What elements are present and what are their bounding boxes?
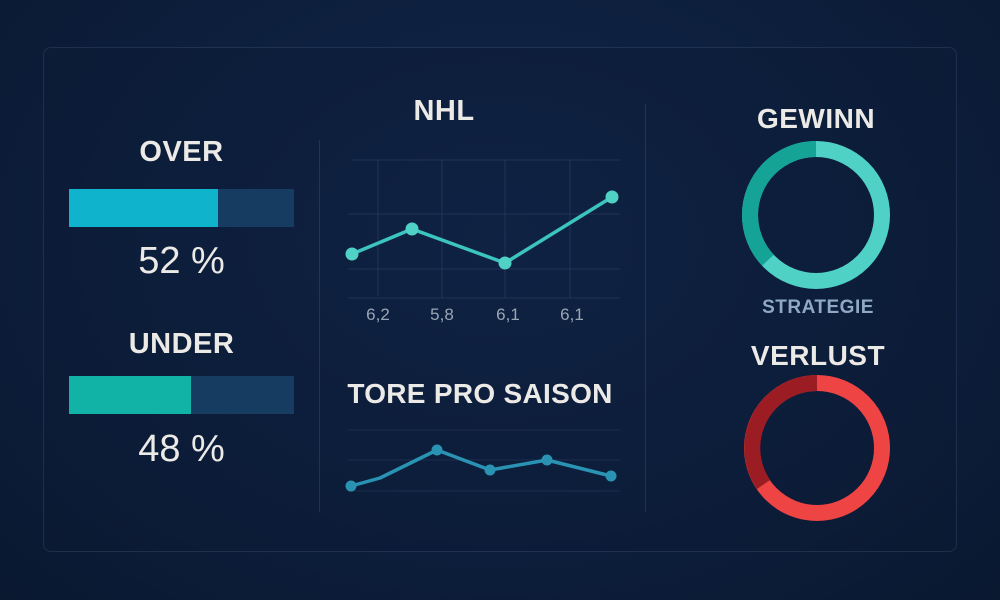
under-label: UNDER <box>128 328 235 360</box>
verlust-label: VERLUST <box>750 340 886 371</box>
nhl-chart-title: NHL <box>413 95 475 127</box>
gewinn-donut <box>742 141 890 289</box>
under-percent: 48 % <box>138 428 225 470</box>
tore-line-series <box>345 444 617 492</box>
under-progress-fill <box>69 376 191 414</box>
over-label: OVER <box>139 136 224 168</box>
strategie-label: STRATEGIE <box>762 297 874 318</box>
nhl-line-series <box>345 190 619 270</box>
under-progress-bar <box>69 376 294 414</box>
nhl-x-tick: 6,1 <box>560 305 584 324</box>
nhl-x-tick: 6,2 <box>366 305 390 324</box>
nhl-x-tick: 5,8 <box>430 305 454 324</box>
left-divider <box>319 140 320 512</box>
over-progress-bar <box>69 189 294 227</box>
right-divider <box>645 104 646 512</box>
verlust-donut <box>744 375 890 521</box>
nhl-x-tick: 6,1 <box>496 305 520 324</box>
over-progress-fill <box>69 189 218 227</box>
tore-chart-grid <box>348 429 620 492</box>
over-percent: 52 % <box>138 240 225 282</box>
tore-chart-title: TORE PRO SAISON <box>347 378 613 409</box>
gewinn-label: GEWINN <box>756 103 876 134</box>
nhl-chart-grid <box>348 159 620 299</box>
